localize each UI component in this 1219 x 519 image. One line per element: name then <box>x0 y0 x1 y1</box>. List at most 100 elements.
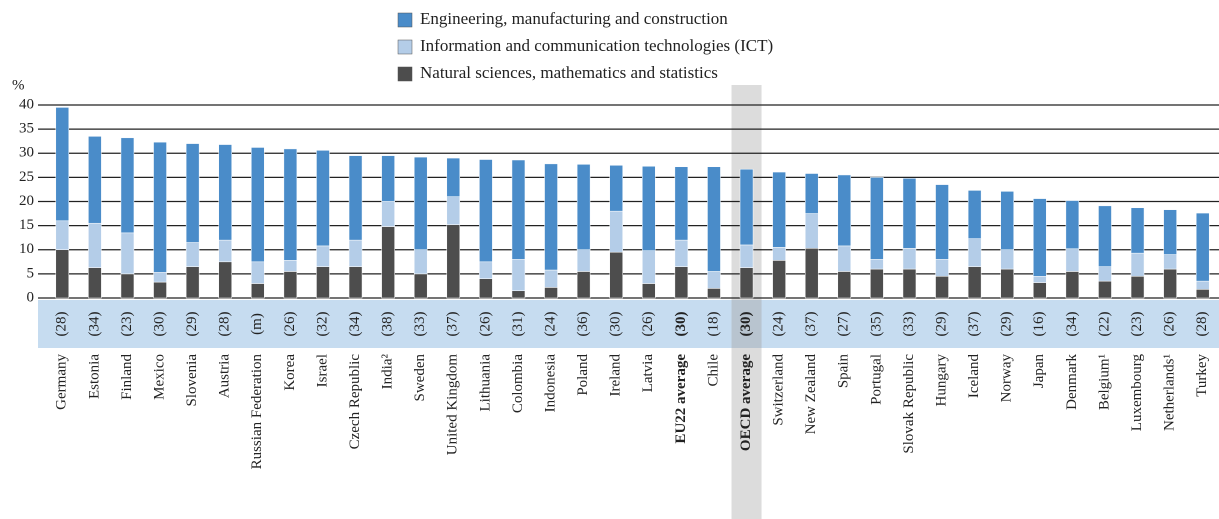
bar-segment <box>153 272 167 283</box>
annotation: (26) <box>477 312 493 337</box>
annotation: (33) <box>901 312 917 337</box>
x-tick-label: OECD average <box>738 354 754 451</box>
bar-segment <box>837 245 852 272</box>
bar-segment <box>120 273 135 299</box>
bar-segment <box>88 136 102 224</box>
annotation: (38) <box>380 312 396 337</box>
bar-segment <box>804 248 819 299</box>
y-tick-label: 30 <box>19 145 34 161</box>
annotation: (28) <box>1194 312 1210 337</box>
annotation: (34) <box>86 312 102 337</box>
bar-segment <box>1098 205 1112 267</box>
bar-segment <box>870 268 884 299</box>
annotation: (35) <box>868 312 884 337</box>
annotation: (37) <box>445 312 461 337</box>
x-tick-label: Finland <box>119 354 135 400</box>
x-tick-label: Estonia <box>86 354 102 399</box>
bar-segment <box>609 165 623 212</box>
bar-segment <box>576 164 591 250</box>
bar-segment <box>446 157 461 197</box>
bar-segment <box>1065 248 1080 272</box>
bar-segment <box>772 247 786 261</box>
bar-segment <box>1065 200 1080 250</box>
annotation: (28) <box>54 312 70 337</box>
bar-segment <box>218 239 232 263</box>
bar-segment <box>1195 212 1210 282</box>
bar-segment <box>88 222 102 268</box>
x-tick-label: Spain <box>836 354 852 389</box>
bar-segment <box>316 266 330 299</box>
bar-segment <box>413 249 428 275</box>
bar-segment <box>218 261 232 299</box>
x-tick-label: Czech Republic <box>347 354 363 450</box>
x-tick-label: Austria <box>217 354 233 399</box>
x-tick-label: Portugal <box>868 354 884 405</box>
bar-segment <box>348 155 363 241</box>
annotation: (24) <box>771 312 787 337</box>
x-tick-label: Chile <box>705 354 721 387</box>
bar-segment <box>479 261 493 279</box>
bar-segment <box>642 283 656 299</box>
x-tick-label: Slovenia <box>184 354 200 407</box>
x-tick-label: Hungary <box>933 354 949 407</box>
bar-segment <box>88 267 102 299</box>
bar-segment <box>642 250 656 284</box>
bar-segment <box>739 244 754 268</box>
bar-segment <box>707 288 721 299</box>
y-tick-label: 25 <box>19 169 34 185</box>
legend-label: Engineering, manufacturing and construct… <box>420 9 728 28</box>
x-tick-label: United Kingdom <box>445 354 461 456</box>
bar-segment <box>55 107 70 222</box>
bar-segment <box>316 245 330 267</box>
y-tick-label: 35 <box>19 121 34 137</box>
x-tick-label: Switzerland <box>771 354 787 426</box>
bar-segment <box>1130 276 1145 299</box>
bar-segment <box>1000 268 1014 299</box>
bar-segment <box>1000 249 1014 270</box>
y-tick-label: 0 <box>27 289 35 305</box>
bar-segment <box>55 249 70 299</box>
x-tick-label: Iceland <box>966 354 982 399</box>
annotation: (18) <box>705 312 721 337</box>
bar-segment <box>185 143 200 243</box>
bar-segment <box>967 266 982 299</box>
bar-segment <box>707 166 721 272</box>
annotation: (29) <box>999 312 1015 337</box>
x-tick-label: Turkey <box>1194 354 1210 397</box>
annotation: (30) <box>151 312 167 337</box>
y-tick-label: 10 <box>19 241 34 257</box>
bar-segment <box>935 276 949 299</box>
bar-segment <box>120 232 135 275</box>
bar-segment <box>674 166 689 241</box>
bar-segment <box>642 166 656 251</box>
x-tick-label: Japan <box>1031 354 1047 389</box>
bar-segment <box>935 259 949 277</box>
annotation: (30) <box>738 312 754 337</box>
bar-segment <box>413 156 428 250</box>
y-tick-label: 15 <box>19 217 34 233</box>
bar-segment <box>576 249 591 272</box>
bar-segment <box>609 210 623 253</box>
bar-segment <box>185 242 200 267</box>
bar-segment <box>381 226 395 299</box>
bar-segment <box>902 268 917 299</box>
bar-segment <box>870 177 884 260</box>
y-tick-label: 5 <box>27 265 35 281</box>
annotation: (37) <box>803 312 819 337</box>
bar-segment <box>218 144 232 241</box>
bar-segment <box>55 220 70 251</box>
bar-segment <box>185 266 200 299</box>
bar-segment <box>446 196 461 225</box>
x-tick-label: New Zealand <box>803 354 819 435</box>
bar-segment <box>511 259 526 292</box>
bar-segment <box>251 147 265 263</box>
bar-segment <box>283 271 298 299</box>
x-tick-label: Ireland <box>608 354 624 397</box>
x-tick-label: India² <box>380 354 396 390</box>
bar-segment <box>316 150 330 247</box>
bar-segment <box>348 266 363 299</box>
annotation: (23) <box>1129 312 1145 337</box>
bar-segment <box>1130 207 1145 254</box>
annotation: (29) <box>933 312 949 337</box>
